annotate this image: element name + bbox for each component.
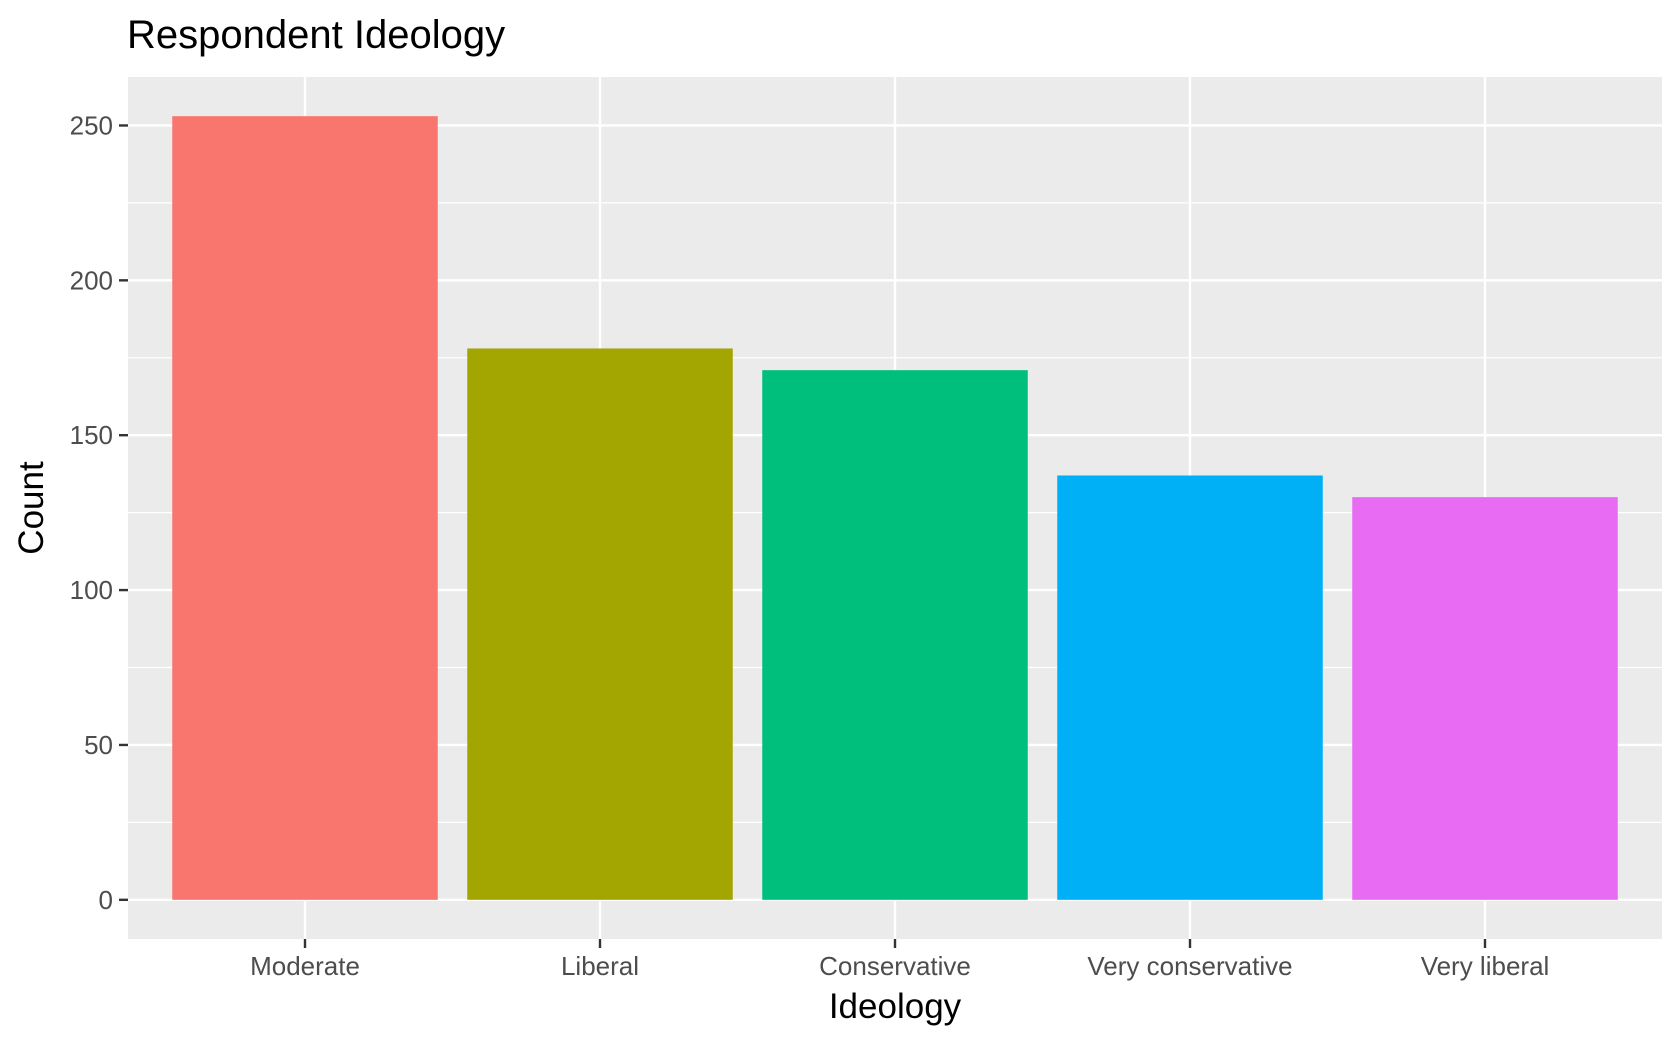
x-tick-label: Conservative [819,951,971,981]
x-tick-label: Very liberal [1421,951,1550,981]
y-axis-title: Count [12,461,51,555]
bar-moderate [172,116,438,900]
bar-very-conservative [1057,475,1323,900]
y-tick-label: 150 [70,420,113,450]
bar-liberal [467,348,733,900]
y-tick-label: 50 [84,730,113,760]
y-tick-label: 200 [70,265,113,295]
x-tick-label: Very conservative [1087,951,1292,981]
x-tick-label: Moderate [250,951,360,981]
bar-very-liberal [1352,497,1618,900]
y-tick-label: 250 [70,110,113,140]
y-axis: 0 50 100 150 200 250 [70,110,128,915]
x-axis: Moderate Liberal Conservative Very conserva… [250,939,1549,981]
bar-conservative [762,370,1028,900]
chart-title: Respondent Ideology [127,13,505,57]
y-tick-label: 100 [70,575,113,605]
x-tick-label: Liberal [561,951,639,981]
x-axis-title: Ideology [829,987,962,1026]
bars [172,116,1618,900]
y-tick-label: 0 [99,885,113,915]
